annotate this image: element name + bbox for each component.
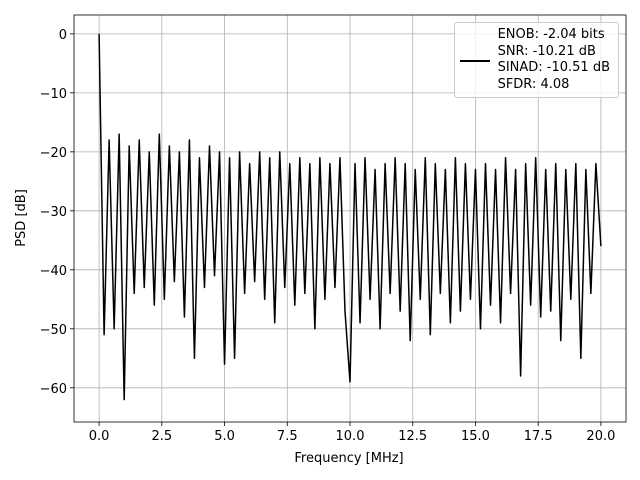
y-tick-label: −20 [40,146,67,161]
legend-swatch [459,60,490,62]
y-axis-label: PSD [dB] [14,189,29,247]
legend: ENOB: -2.04 bits SNR: -10.21 dB SINAD: -… [453,22,619,98]
legend-label: ENOB: -2.04 bits SNR: -10.21 dB SINAD: -… [497,27,610,92]
x-axis-label: Frequency [MHz] [294,451,403,466]
y-tick-label: −50 [40,323,67,338]
y-tick-label: 0 [59,28,67,43]
x-tick-label: 12.5 [398,429,427,444]
x-tick-label: 2.5 [151,429,172,444]
x-tick-label: 0.0 [89,429,110,444]
x-tick-label: 5.0 [214,429,235,444]
plot-frame [73,14,627,423]
y-tick-label: −40 [40,264,67,279]
data-line [98,33,602,401]
x-tick-label: 10.0 [336,429,365,444]
y-tick-label: −10 [40,87,67,102]
y-tick-label: −30 [40,205,67,220]
y-tick-label: −60 [40,382,67,397]
x-tick-label: 20.0 [586,429,615,444]
x-tick-label: 7.5 [277,429,298,444]
x-tick-label: 15.0 [461,429,490,444]
x-tick-label: 17.5 [524,429,553,444]
